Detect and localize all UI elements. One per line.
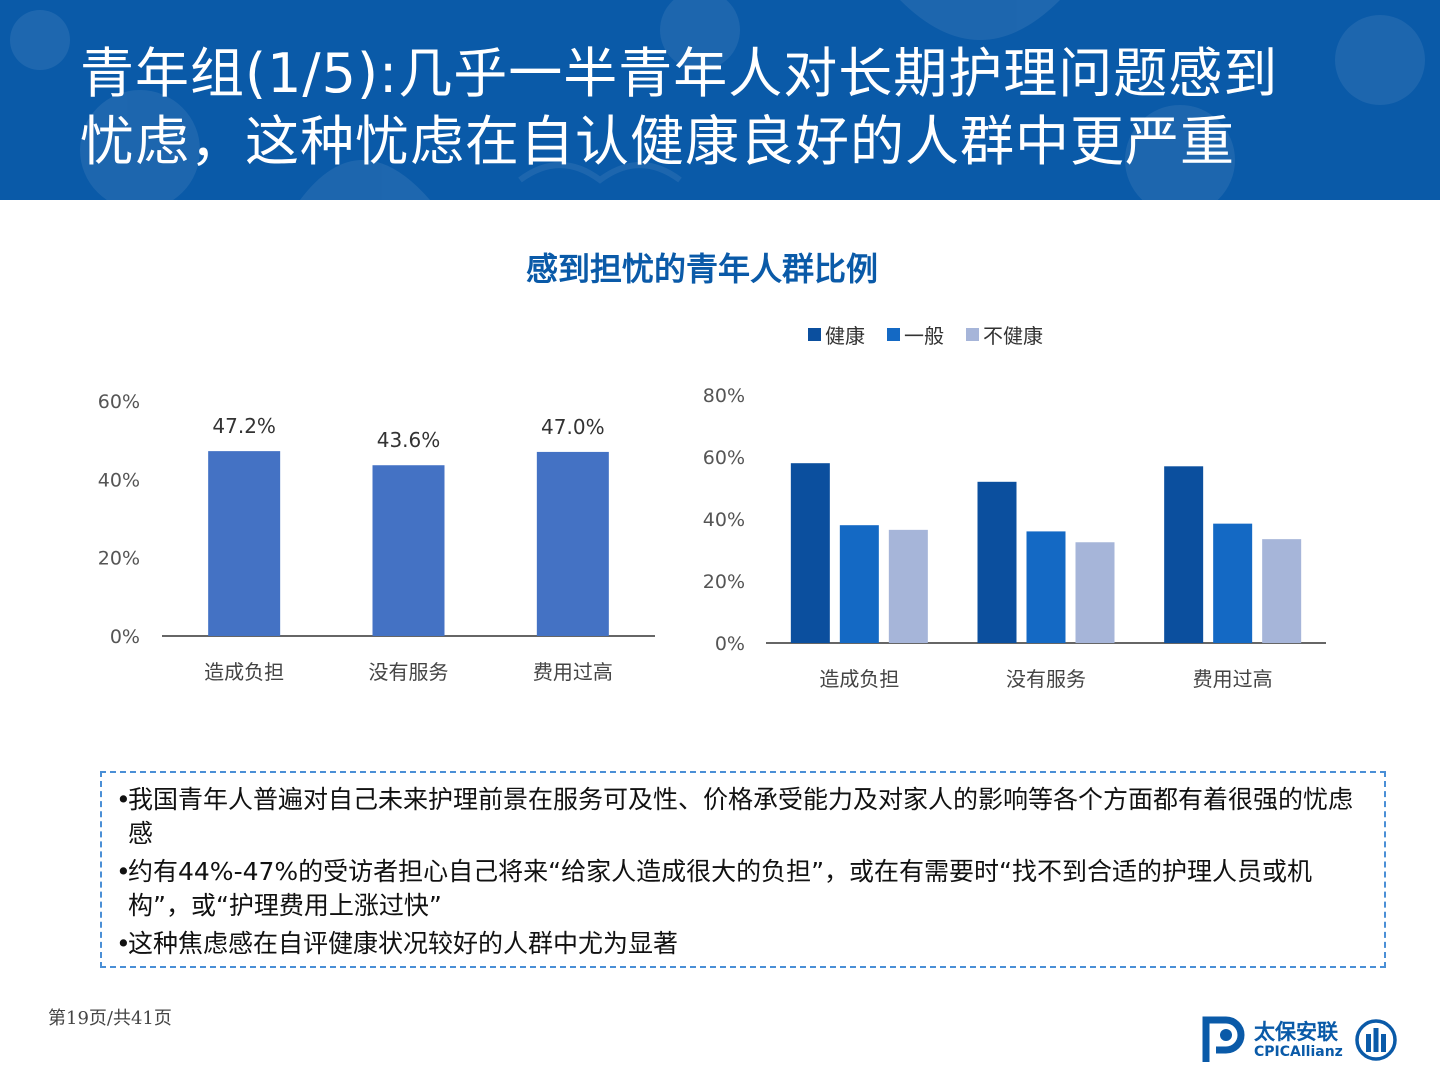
bar [1262,539,1302,643]
bar [888,529,928,643]
bar [372,465,445,636]
y-tick-label: 20% [98,548,140,570]
title-line-1: 青年组(1/5):几乎一半青年人对长期护理问题感到 [80,42,1279,105]
chart-legend: 健康 一般 不健康 [808,320,1043,349]
bar [790,463,830,643]
bar [208,451,281,636]
y-tick-label: 40% [98,469,140,491]
bar [536,451,609,636]
x-tick-label: 造成负担 [204,660,284,684]
note-item-2: 约有44%-47%的受访者担心自己将来“给家人造成很大的负担”，或在有需要时“找… [116,855,1370,923]
x-tick-label: 造成负担 [819,667,899,691]
x-tick-label: 费用过高 [1193,667,1273,691]
bar [1213,523,1253,643]
legend-item-healthy: 健康 [808,320,865,349]
y-tick-label: 0% [715,633,745,655]
bar [1164,466,1204,643]
data-label: 47.0% [541,415,605,439]
bar [839,525,879,643]
bar [977,481,1017,643]
overall-bar-chart: 0% 20% 40% 60% 47.2% 造成负担 43.6% 没有服务 47.0% 费用过高 [98,391,655,684]
legend-item-unhealthy: 不健康 [966,320,1043,349]
health-grouped-bar-chart: 0% 20% 40% 60% 80% 造成负担 没有服务 费用过高 [703,385,1326,691]
y-tick-label: 80% [703,385,745,407]
page-number: 第19页/共41页 [48,1008,172,1029]
x-tick-label: 没有服务 [1006,667,1086,691]
y-tick-label: 40% [703,509,745,531]
legend-label-average: 一般 [904,324,944,348]
y-tick-label: 0% [110,626,140,648]
notes-box: 我国青年人普遍对自己未来护理前景在服务可及性、价格承受能力及对家人的影响等各个方… [100,771,1386,968]
note-item-1: 我国青年人普遍对自己未来护理前景在服务可及性、价格承受能力及对家人的影响等各个方… [116,783,1370,851]
logo-text-cn: 太保安联 [1254,1020,1338,1044]
y-tick-label: 60% [703,447,745,469]
note-item-3: 这种焦虑感在自评健康状况较好的人群中尤为显著 [116,927,1370,961]
title-line-2: 忧虑，这种忧虑在自认健康良好的人群中更严重 [80,110,1235,173]
data-label: 47.2% [212,414,276,438]
legend-label-healthy: 健康 [825,324,865,348]
legend-label-unhealthy: 不健康 [983,324,1043,348]
x-tick-label: 费用过高 [533,660,613,684]
legend-swatch-unhealthy [966,328,979,341]
logo-text-en: CPICAllianz [1254,1044,1343,1060]
y-tick-label: 60% [98,391,140,413]
y-tick-label: 20% [703,571,745,593]
cpic-logo-icon [1202,1016,1245,1062]
data-label: 43.6% [377,428,441,452]
legend-item-average: 一般 [887,320,944,349]
bar [1026,531,1066,643]
bar [1075,542,1115,643]
x-tick-label: 没有服务 [369,660,449,684]
legend-swatch-healthy [808,328,821,341]
allianz-logo-icon [1355,1019,1397,1061]
chart-title: 感到担忧的青年人群比例 [525,250,878,288]
header-banner: 青年组(1/5):几乎一半青年人对长期护理问题感到 忧虑，这种忧虑在自认健康良好… [0,0,1440,200]
company-logo: 太保安联 CPICAllianz [1202,1014,1402,1066]
page-title: 青年组(1/5):几乎一半青年人对长期护理问题感到 忧虑，这种忧虑在自认健康良好… [80,40,1380,176]
legend-swatch-average [887,328,900,341]
banner-decoration [10,0,1425,200]
